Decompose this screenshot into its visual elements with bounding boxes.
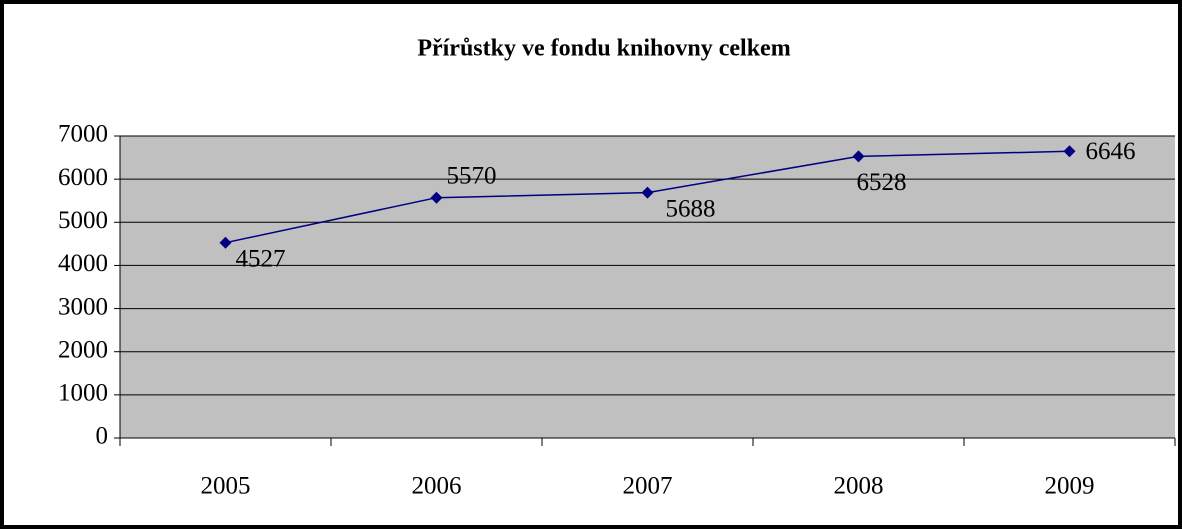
data-label: 5688 [666, 195, 716, 222]
plot-area [120, 136, 1175, 438]
y-tick-label: 5000 [58, 207, 108, 234]
y-tick-label: 6000 [58, 164, 108, 191]
marker [430, 191, 443, 204]
y-tick-label: 4000 [58, 250, 108, 277]
data-label: 5570 [447, 162, 497, 189]
chart-title: Přírůstky ve fondu knihovny celkem [417, 36, 790, 62]
marker [852, 150, 865, 163]
data-label: 4527 [236, 245, 286, 272]
x-tick-label: 2006 [412, 473, 462, 500]
y-tick-label: 2000 [58, 336, 108, 363]
marker [1063, 145, 1076, 158]
x-tick-label: 2008 [834, 473, 884, 500]
x-tick-label: 2009 [1045, 473, 1095, 500]
x-tick-label: 2007 [623, 473, 673, 500]
marker [219, 236, 232, 249]
data-label: 6528 [857, 169, 907, 196]
y-tick-label: 1000 [58, 380, 108, 407]
data-label: 6646 [1086, 138, 1136, 165]
marker [641, 186, 654, 199]
y-tick-label: 0 [96, 423, 109, 450]
y-tick-label: 7000 [58, 121, 108, 148]
y-tick-label: 3000 [58, 293, 108, 320]
x-tick-label: 2005 [201, 473, 251, 500]
